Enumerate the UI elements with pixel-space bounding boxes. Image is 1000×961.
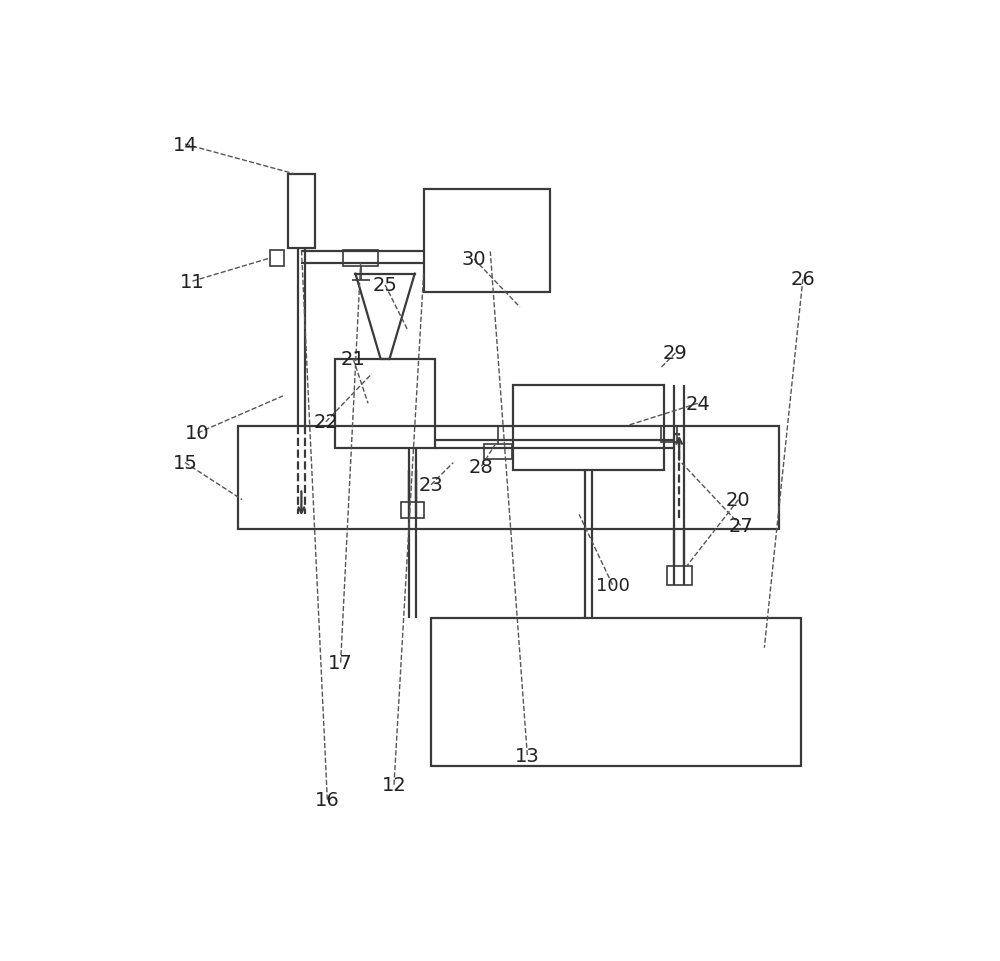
Text: 17: 17	[328, 653, 353, 673]
Text: 13: 13	[515, 746, 540, 765]
Text: 22: 22	[313, 413, 338, 431]
Text: 24: 24	[685, 394, 710, 413]
Bar	[335, 359, 435, 448]
Text: 12: 12	[382, 776, 406, 795]
Text: 100: 100	[596, 577, 629, 594]
Text: 23: 23	[419, 476, 443, 495]
Text: 26: 26	[790, 270, 815, 289]
Bar	[431, 619, 801, 767]
Bar	[343, 251, 378, 267]
Bar	[424, 189, 550, 293]
Bar	[238, 426, 779, 530]
Bar	[512, 385, 664, 471]
Bar	[667, 567, 692, 585]
Bar	[484, 445, 512, 459]
Bar	[270, 251, 284, 267]
Text: 20: 20	[726, 491, 751, 509]
Bar	[288, 175, 315, 249]
Text: 14: 14	[173, 136, 197, 155]
Text: 25: 25	[373, 276, 398, 295]
Text: 28: 28	[469, 457, 494, 477]
Text: 29: 29	[663, 344, 688, 363]
Text: 21: 21	[341, 350, 366, 369]
Text: 27: 27	[728, 516, 753, 535]
Bar	[661, 426, 677, 442]
Text: 15: 15	[173, 454, 198, 473]
Bar	[401, 503, 424, 519]
Text: 16: 16	[315, 790, 340, 809]
Text: 30: 30	[462, 250, 486, 269]
Text: 10: 10	[185, 424, 210, 443]
Text: 11: 11	[180, 272, 205, 291]
